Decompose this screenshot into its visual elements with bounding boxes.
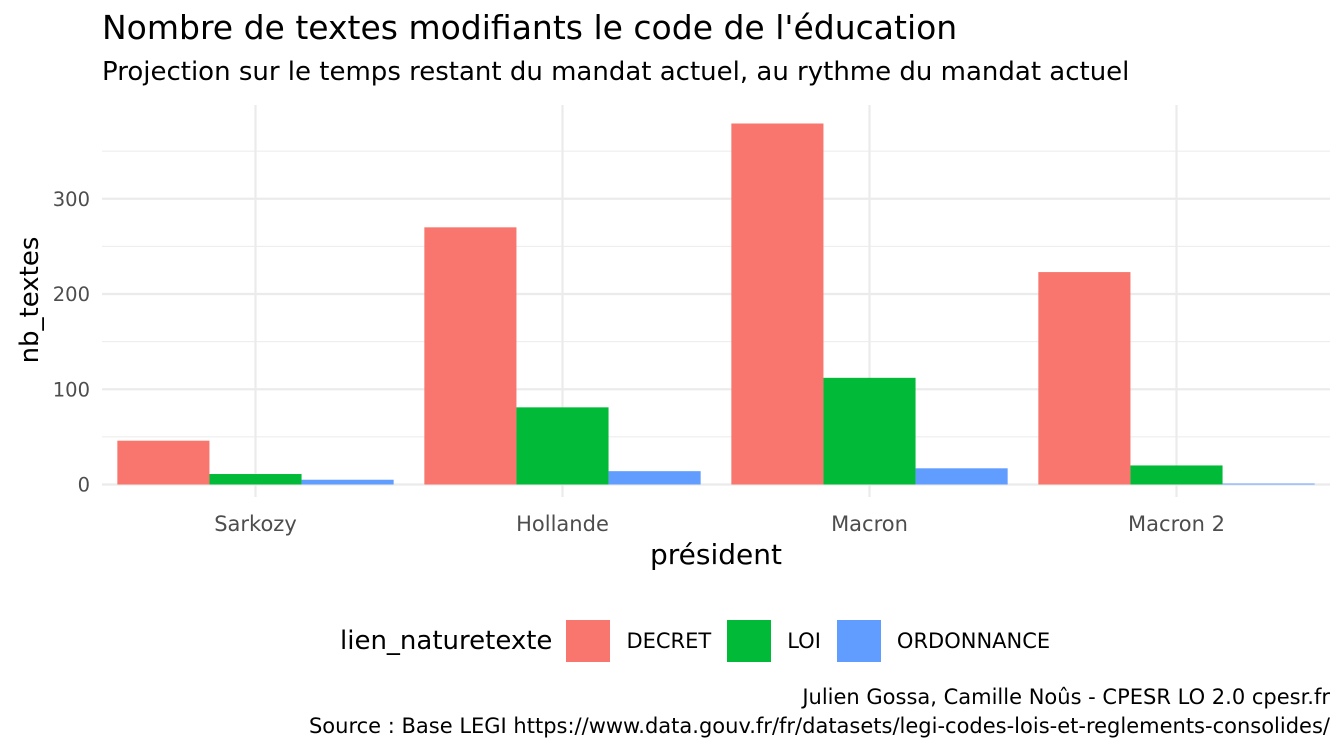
x-tick-label: Macron 2 <box>1128 512 1225 536</box>
caption-line-credits: Julien Gossa, Camille Noûs - CPESR LO 2.… <box>802 685 1330 709</box>
y-tick-label: 300 <box>53 188 90 211</box>
legend-item-loi: LOI <box>727 620 821 662</box>
legend-key-loi <box>727 620 772 662</box>
bar-decret-macron-2 <box>1038 272 1131 485</box>
bar-decret-macron <box>731 123 824 485</box>
bar-decret-hollande <box>424 227 517 485</box>
legend: lien_naturetexte DECRET LOI ORDONNANCE <box>340 618 1066 664</box>
bar-ordonnance-sarkozy <box>301 479 394 485</box>
chart-title: Nombre de textes modifiants le code de l… <box>102 8 958 47</box>
x-tick-label: Macron <box>831 512 908 536</box>
legend-key-decret <box>566 620 611 662</box>
bar-ordonnance-macron <box>915 468 1008 485</box>
bar-loi-hollande <box>516 407 609 485</box>
legend-title: lien_naturetexte <box>340 626 553 656</box>
x-tick-label: Hollande <box>516 512 609 536</box>
legend-key-ordonnance <box>836 620 881 662</box>
y-tick-label: 0 <box>78 474 90 497</box>
bar-loi-macron <box>823 377 916 485</box>
bar-decret-sarkozy <box>117 440 210 485</box>
bars <box>117 123 1315 485</box>
axis-ticks: 0 100 200 300 Sarkozy Hollande Macron Macron 2 <box>53 188 1225 536</box>
y-axis-title-wrap: nb_textes <box>10 105 50 495</box>
bar-loi-macron-2 <box>1130 465 1223 485</box>
legend-item-decret: DECRET <box>566 620 711 662</box>
legend-label-ordonnance: ORDONNANCE <box>896 629 1051 653</box>
y-tick-label: 200 <box>53 283 90 306</box>
legend-label-loi: LOI <box>787 629 821 653</box>
bar-loi-sarkozy <box>209 474 302 485</box>
legend-label-decret: DECRET <box>626 629 712 653</box>
y-tick-label: 100 <box>53 378 90 401</box>
chart-subtitle: Projection sur le temps restant du manda… <box>102 57 1130 87</box>
plot-area: 0 100 200 300 Sarkozy Hollande Macron Macron 2 <box>53 105 1330 536</box>
caption-line-source: Source : Base LEGI https://www.data.gouv… <box>308 714 1330 738</box>
y-axis-title: nb_textes <box>15 236 45 364</box>
bar-ordonnance-macron-2 <box>1222 483 1315 485</box>
x-tick-label: Sarkozy <box>214 512 297 536</box>
legend-item-ordonnance: ORDONNANCE <box>836 620 1051 662</box>
x-axis-title: président <box>650 538 782 571</box>
bar-ordonnance-hollande <box>608 471 701 485</box>
grid-lines <box>102 105 1330 497</box>
caption: Julien Gossa, Camille Noûs - CPESR LO 2.… <box>309 683 1330 741</box>
